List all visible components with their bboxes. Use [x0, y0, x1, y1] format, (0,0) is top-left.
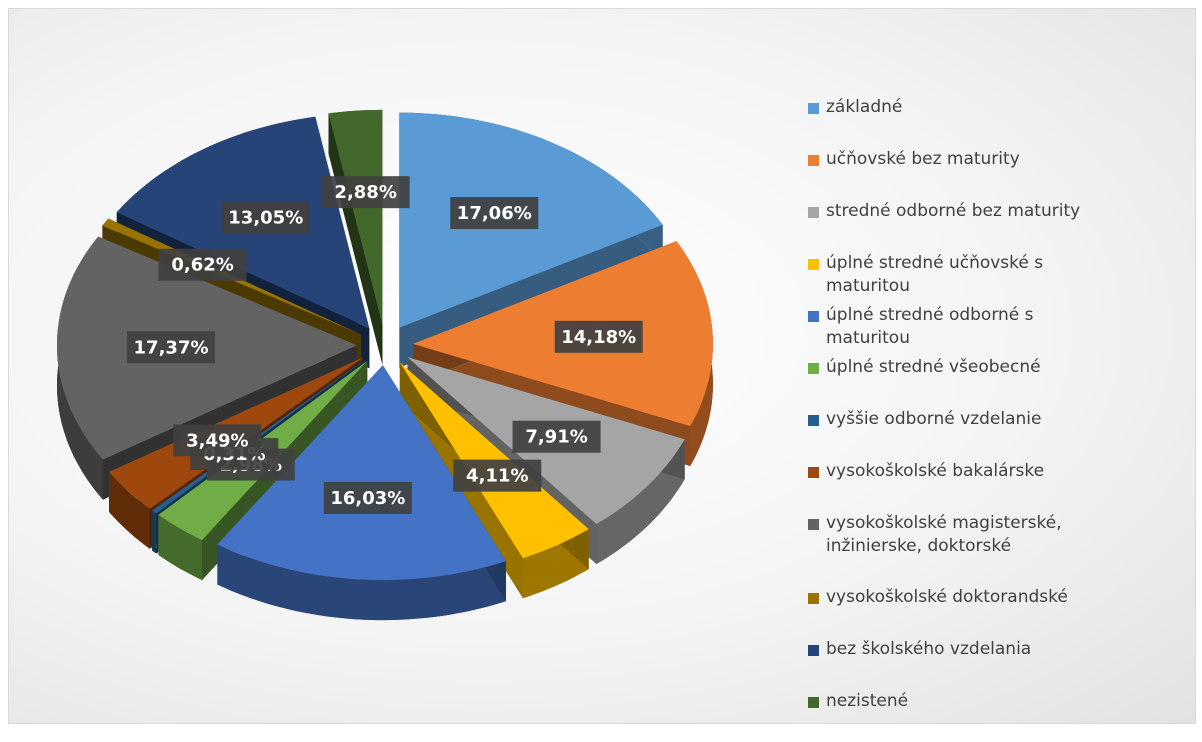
data-label: 2,88% [334, 182, 396, 203]
legend-swatch [808, 415, 819, 426]
legend-swatch [808, 697, 819, 708]
legend-item: úplné stredné odborné s maturitou [808, 304, 1108, 356]
legend-label: vysokoškolské magisterské, inžinierske, … [826, 513, 1062, 556]
label-box [321, 176, 410, 209]
slice-side [152, 510, 157, 554]
legend-label: úplné stredné odborné s maturitou [826, 305, 1034, 348]
label-box [453, 459, 542, 492]
legend-label: nezistené [826, 691, 909, 711]
legend-swatch [808, 207, 819, 218]
slice-side [109, 471, 150, 549]
label-box [173, 424, 262, 457]
legend-item: vysokoškolské bakalárske [808, 460, 1108, 512]
legend-item: úplné stredné učňovské s maturitou [808, 252, 1108, 304]
legend-item: vyššie odborné vzdelanie [808, 408, 1108, 460]
legend-swatch [808, 519, 819, 530]
legend-swatch [808, 645, 819, 656]
legend-swatch [808, 259, 819, 270]
legend-item: základné [808, 96, 1108, 148]
legend-item: nezistené [808, 690, 1108, 742]
legend-label: bez školského vzdelania [826, 639, 1032, 659]
legend-item: úplné stredné všeobecné [808, 356, 1108, 408]
legend-label: úplné stredné učňovské s maturitou [826, 253, 1044, 296]
label-box [323, 481, 412, 514]
label-box [512, 420, 601, 453]
legend-label: vysokoškolské bakalárske [826, 461, 1045, 481]
data-label: 16,03% [330, 488, 405, 509]
label-box [221, 201, 310, 234]
data-label: 7,91% [525, 427, 587, 448]
legend-item: učňovské bez maturity [808, 148, 1108, 200]
data-label: 0,62% [171, 255, 233, 276]
legend-swatch [808, 103, 819, 114]
label-box [158, 248, 247, 281]
legend-label: vyššie odborné vzdelanie [826, 409, 1042, 429]
data-label: 14,18% [561, 327, 636, 348]
data-label: 13,05% [228, 208, 303, 229]
label-box [554, 320, 643, 353]
data-label: 4,11% [466, 466, 528, 487]
legend-label: vysokoškolské doktorandské [826, 587, 1068, 607]
label-box [127, 331, 216, 364]
legend-swatch [808, 467, 819, 478]
legend-label: základné [826, 97, 903, 117]
legend-item: vysokoškolské doktorandské [808, 586, 1108, 638]
data-label: 3,49% [186, 430, 248, 451]
legend-label: úplné stredné všeobecné [826, 357, 1041, 377]
legend-item: stredné odborné bez maturity [808, 200, 1108, 252]
slice [217, 365, 507, 581]
pie: 17,06%14,18%7,91%4,11%16,03%2,98%0,31%3,… [57, 109, 713, 621]
label-box [450, 197, 539, 230]
legend-item: vysokoškolské magisterské, inžinierske, … [808, 512, 1108, 586]
legend-swatch [808, 363, 819, 374]
legend-swatch [808, 311, 819, 322]
legend-label: učňovské bez maturity [826, 149, 1020, 169]
slice [328, 109, 383, 325]
legend-swatch [808, 593, 819, 604]
slice-side [217, 544, 507, 621]
legend: základné učňovské bez maturity stredné odb… [808, 96, 1108, 742]
data-label: 17,37% [134, 337, 209, 358]
slice-side [158, 514, 202, 581]
legend-item: bez školského vzdelania [808, 638, 1108, 690]
data-label: 17,06% [457, 203, 532, 224]
legend-label: stredné odborné bez maturity [826, 201, 1081, 221]
legend-swatch [808, 155, 819, 166]
